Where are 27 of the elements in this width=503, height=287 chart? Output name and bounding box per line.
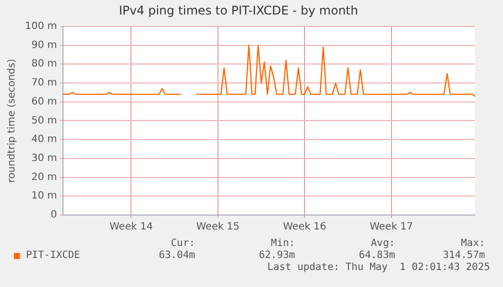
text: 314.57m [442,250,485,261]
y-tick-label: 100 m [24,20,58,32]
text: Last update: Thu May 1 02:01:43 2025 [267,262,490,273]
x-tick-label: Week 15 [196,222,240,233]
text: 62.93m [258,250,295,261]
y-tick-label: 60 m [31,96,58,108]
text: Avg: [370,238,395,249]
y-tick-label: 70 m [31,78,58,89]
chart-title: IPv4 ping times to PIT-IXCDE - by month [118,3,358,18]
x-tick-label: Week 17 [370,222,414,233]
y-tick-label: 80 m [31,58,58,70]
legend-label: PIT-IXCDE [26,250,80,261]
y-axis-title: roundtrip time (seconds) [6,58,18,183]
x-tick-label: Week 16 [282,222,326,233]
x-tick-label: Week 14 [110,222,153,233]
y-tick-label: 20 m [31,172,58,183]
text: Max: [460,238,485,249]
y-tick-label: 30 m [31,153,58,164]
y-tick-label: 40 m [31,134,58,146]
text: 63.04m [158,250,195,261]
y-tick-label: 0 [50,210,58,221]
y-tick-label: 90 m [31,40,58,51]
text: Min: [270,238,295,249]
text: Cur: [170,238,195,249]
text: 64.83m [358,250,395,261]
y-tick-label: 10 m [31,190,58,202]
y-tick-label: 50 m [31,115,58,126]
